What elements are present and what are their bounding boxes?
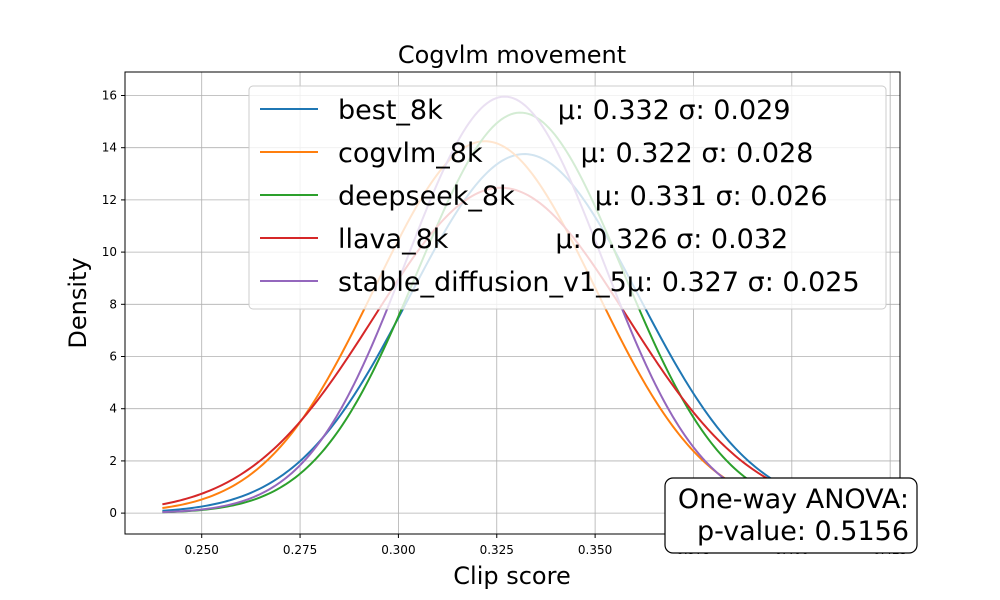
- legend-entry-stats: μ: 0.322 σ: 0.028: [581, 138, 814, 169]
- x-tick-label: 0.250: [185, 543, 219, 557]
- x-tick-label: 0.350: [578, 543, 612, 557]
- y-axis-label: Density: [64, 257, 92, 348]
- legend: best_8k μ: 0.332 σ: 0.029 cogvlm_8k μ: 0.32…: [248, 85, 887, 310]
- x-tick-label: 0.325: [480, 543, 514, 557]
- legend-entry-stats: μ: 0.326 σ: 0.032: [555, 224, 788, 255]
- x-tick-label: 0.275: [283, 543, 317, 557]
- y-tick-label: 6: [109, 350, 117, 364]
- legend-entry-label: best_8k: [338, 95, 443, 126]
- plot-frame: [124, 71, 901, 535]
- anova-box: [664, 477, 918, 554]
- legend-entry-label: stable_diffusion_v1_5: [338, 267, 627, 298]
- y-tick-label: 14: [102, 141, 117, 155]
- chart-title: Cogvlm movement: [398, 41, 626, 69]
- y-tick-label: 10: [102, 245, 117, 259]
- x-axis-label: Clip score: [453, 562, 570, 590]
- legend-entry-stats: μ: 0.327 σ: 0.025: [627, 267, 860, 298]
- anova-annotation: One-way ANOVA: p-value: 0.5156: [664, 477, 918, 554]
- anova-line-2: p-value: 0.5156: [697, 516, 909, 547]
- legend-entry-label: llava_8k: [338, 224, 449, 255]
- y-axis: 0 2 4 6 8 10 12 14 16: [102, 88, 125, 520]
- legend-entry-stats: μ: 0.332 σ: 0.029: [558, 95, 791, 126]
- y-tick-label: 2: [109, 454, 117, 468]
- legend-box: [248, 85, 887, 310]
- y-tick-label: 12: [102, 193, 117, 207]
- y-tick-label: 0: [109, 506, 117, 520]
- legend-entry-label: cogvlm_8k: [338, 138, 483, 169]
- anova-line-1: One-way ANOVA:: [678, 484, 909, 515]
- y-tick-label: 4: [109, 402, 117, 416]
- legend-entry-label: deepseek_8k: [338, 181, 515, 212]
- x-tick-label: 0.300: [381, 543, 415, 557]
- y-tick-label: 8: [109, 297, 117, 311]
- legend-entry-stats: μ: 0.331 σ: 0.026: [595, 181, 828, 212]
- y-tick-label: 16: [102, 88, 117, 102]
